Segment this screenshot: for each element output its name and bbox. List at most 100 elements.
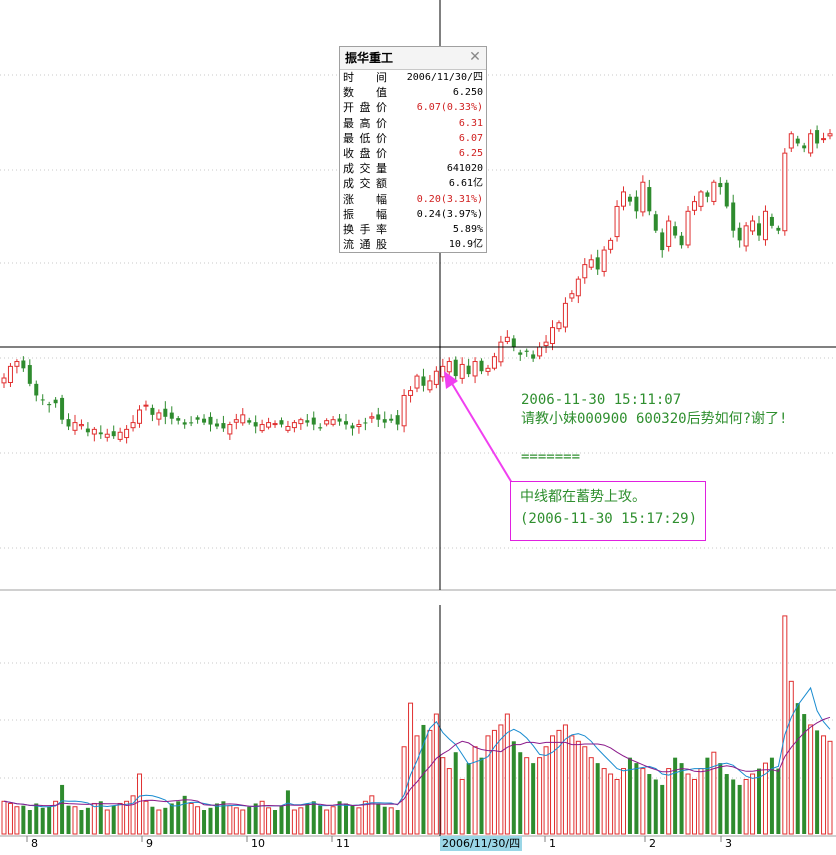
candle-body-up bbox=[821, 138, 827, 141]
volume-bar-up bbox=[821, 735, 827, 835]
volume-bar-up bbox=[827, 740, 833, 835]
volume-bar-up bbox=[356, 807, 362, 835]
candle-body-down bbox=[53, 399, 58, 404]
arrow-head bbox=[444, 371, 458, 389]
volume-bar-up bbox=[459, 778, 465, 835]
candle-body-down bbox=[737, 227, 742, 241]
candle-body-up bbox=[369, 416, 375, 419]
candle-body-up bbox=[743, 225, 749, 247]
volume-bar-up bbox=[266, 807, 272, 835]
volume-bar-up bbox=[498, 724, 504, 835]
candle-body-down bbox=[66, 419, 71, 427]
candle-body-down bbox=[305, 420, 310, 423]
volume-bar-down bbox=[479, 757, 484, 834]
candle-body-down bbox=[40, 399, 45, 401]
candle-body-down bbox=[647, 187, 652, 212]
volume-bar-up bbox=[782, 615, 788, 835]
volume-bar-up bbox=[711, 751, 717, 835]
volume-bar-up bbox=[291, 809, 297, 835]
candle-body-up bbox=[291, 422, 297, 429]
candle-body-up bbox=[137, 409, 143, 424]
candle-body-up bbox=[575, 278, 581, 297]
candle-body-up bbox=[227, 424, 233, 435]
info-row: 涨幅 0.20(3.31%) bbox=[340, 192, 486, 207]
volume-bar-up bbox=[582, 746, 588, 835]
candle-body-down bbox=[479, 360, 484, 372]
volume-bar-down bbox=[253, 803, 258, 834]
volume-bar-up bbox=[414, 735, 420, 835]
close-icon[interactable]: ✕ bbox=[469, 49, 481, 65]
comment-timestamp: 2006-11-30 15:11:07 bbox=[521, 392, 682, 408]
candle-body-down bbox=[634, 196, 639, 212]
candle-body-down bbox=[595, 257, 600, 270]
volume-bar-down bbox=[795, 703, 800, 834]
candle-body-up bbox=[104, 433, 110, 438]
volume-bar-up bbox=[227, 805, 233, 835]
x-tick-label: 8 bbox=[31, 837, 38, 850]
volume-bar-down bbox=[279, 805, 284, 834]
volume-bar-down bbox=[660, 784, 665, 834]
candle-body-up bbox=[124, 428, 130, 439]
volume-bar-down bbox=[815, 730, 820, 834]
info-label: 最高价 bbox=[343, 116, 387, 130]
candle-body-down bbox=[169, 412, 174, 419]
candle-body-down bbox=[311, 417, 316, 425]
volume-bar-down bbox=[318, 805, 323, 834]
candle-body-up bbox=[356, 424, 362, 428]
candle-body-down bbox=[98, 432, 103, 435]
volume-bar-down bbox=[21, 805, 26, 834]
info-rows: 时间 2006/11/30/四 数值 6.250 开盘价 6.07(0.33%) 最高价 6.… bbox=[340, 70, 486, 252]
reply-text: 中线都在蓄势上攻。 (2006-11-30 15:17:29) bbox=[520, 486, 697, 530]
candle-body-down bbox=[34, 383, 39, 396]
volume-bar-down bbox=[214, 803, 219, 834]
candle-body-down bbox=[189, 422, 194, 424]
candle-body-up bbox=[78, 424, 84, 427]
candle-body-down bbox=[350, 425, 355, 429]
candle-body-down bbox=[705, 192, 710, 197]
candle-body-down bbox=[660, 232, 665, 251]
volume-bar-down bbox=[98, 801, 103, 834]
volume-bar-down bbox=[769, 757, 774, 834]
info-value: 6.31 bbox=[458, 117, 483, 129]
info-row: 最高价 6.31 bbox=[340, 116, 486, 131]
x-tick-label: 11 bbox=[336, 837, 350, 850]
candle-body-down bbox=[176, 418, 181, 421]
candle-body-down bbox=[795, 138, 800, 144]
volume-bar-down bbox=[757, 768, 762, 834]
candle-body-up bbox=[666, 220, 672, 247]
candle-body-up bbox=[750, 220, 756, 232]
candle-body-up bbox=[762, 210, 768, 241]
arrow-shaft bbox=[447, 376, 513, 484]
volume-bar-up bbox=[259, 800, 265, 835]
candle-body-up bbox=[324, 420, 330, 425]
volume-bar-up bbox=[14, 806, 20, 835]
volume-bar-down bbox=[60, 784, 65, 834]
volume-bar-down bbox=[653, 779, 658, 834]
candle-body-down bbox=[202, 418, 207, 423]
volume-bar-down bbox=[376, 803, 381, 834]
volume-bar-down bbox=[731, 779, 736, 834]
volume-bar-down bbox=[634, 763, 639, 834]
volume-bar-up bbox=[298, 807, 304, 835]
volume-bar-down bbox=[627, 757, 632, 834]
volume-bar-up bbox=[362, 800, 368, 835]
volume-bar-up bbox=[427, 729, 433, 835]
volume-bar-up bbox=[137, 773, 143, 835]
candle-body-down bbox=[731, 202, 736, 231]
volume-bar-up bbox=[53, 800, 59, 835]
candle-body-up bbox=[485, 367, 491, 372]
candle-body-down bbox=[318, 427, 323, 429]
reply-line-1: 中线都在蓄势上攻。 bbox=[520, 489, 646, 505]
volume-bar-up bbox=[550, 735, 556, 835]
candle-body-up bbox=[491, 356, 497, 369]
volume-bar-up bbox=[750, 773, 756, 835]
candle-body-up bbox=[156, 412, 162, 420]
volume-bar-down bbox=[724, 774, 729, 834]
info-row: 数值 6.250 bbox=[340, 85, 486, 100]
volume-bar-down bbox=[718, 763, 723, 834]
volume-bar-down bbox=[40, 807, 45, 834]
volume-bar-down bbox=[66, 805, 71, 834]
volume-bar-up bbox=[124, 800, 130, 835]
